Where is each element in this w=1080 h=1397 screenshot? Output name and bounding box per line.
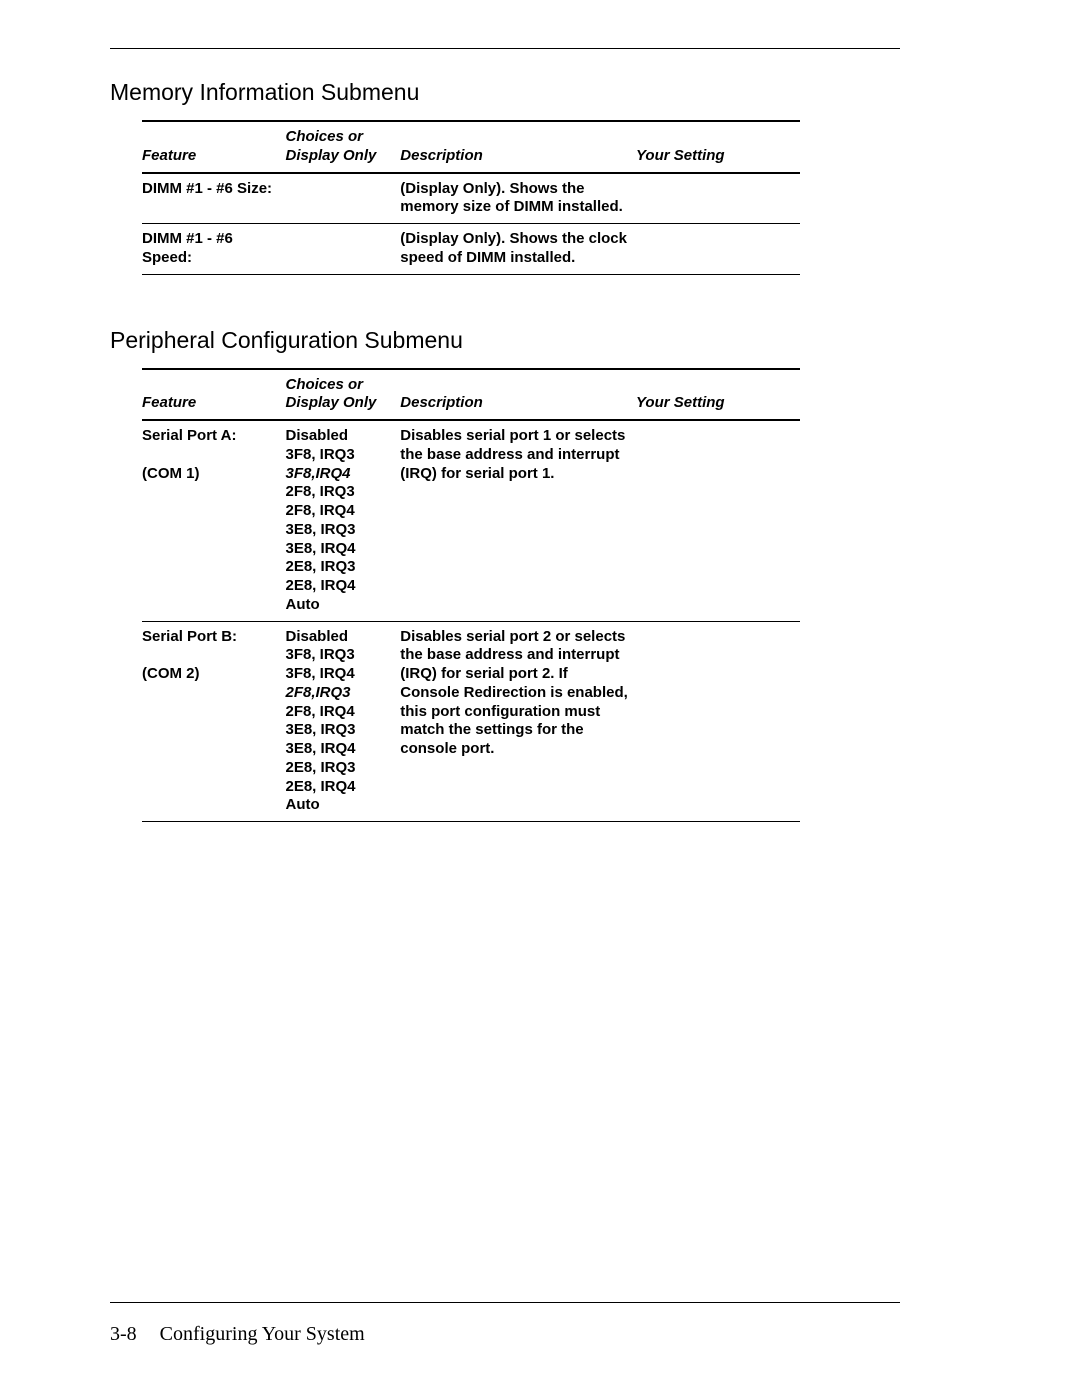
- header-choices: Choices or Display Only: [285, 369, 400, 421]
- cell-setting: [636, 224, 800, 275]
- choice-option: 2E8, IRQ4: [285, 577, 392, 596]
- choice-option: 3F8, IRQ3: [285, 446, 392, 465]
- header-description: Description: [400, 369, 636, 421]
- choice-option: 2F8, IRQ4: [285, 703, 392, 722]
- choice-option: 2E8, IRQ3: [285, 759, 392, 778]
- cell-choices: [285, 173, 400, 224]
- page-body: Memory Information Submenu Feature Choic…: [110, 48, 900, 822]
- header-setting: Your Setting: [636, 121, 800, 173]
- feature-line: (COM 1): [142, 465, 200, 482]
- feature-line: Serial Port B:: [142, 628, 237, 645]
- choice-option: 3E8, IRQ3: [285, 721, 392, 740]
- header-choices-l1: Choices or: [285, 128, 363, 145]
- header-choices: Choices or Display Only: [285, 121, 400, 173]
- cell-feature: Serial Port A: (COM 1): [142, 420, 285, 621]
- table-header-row: Feature Choices or Display Only Descript…: [142, 369, 800, 421]
- cell-description: (Display Only). Shows the clock speed of…: [400, 224, 636, 275]
- section-title-memory: Memory Information Submenu: [110, 79, 900, 106]
- page-number: 3-8: [110, 1323, 137, 1345]
- cell-description: (Display Only). Shows the memory size of…: [400, 173, 636, 224]
- choice-option: Disabled: [285, 628, 392, 647]
- page-footer: 3-8 Configuring Your System: [110, 1302, 900, 1346]
- cell-feature: DIMM #1 - #6 Speed:: [142, 224, 285, 275]
- cell-choices: Disabled 3F8, IRQ3 3F8, IRQ4 2F8,IRQ3 2F…: [285, 621, 400, 822]
- table-row: DIMM #1 - #6 Speed: (Display Only). Show…: [142, 224, 800, 275]
- choice-option: Disabled: [285, 427, 392, 446]
- header-choices-l1: Choices or: [285, 376, 363, 393]
- header-feature: Feature: [142, 121, 285, 173]
- choice-option: 3F8, IRQ4: [285, 665, 392, 684]
- section-title-peripheral: Peripheral Configuration Submenu: [110, 327, 900, 354]
- choice-option: 2F8, IRQ4: [285, 502, 392, 521]
- choice-option: 2E8, IRQ3: [285, 558, 392, 577]
- table-row: Serial Port B: (COM 2) Disabled 3F8, IRQ…: [142, 621, 800, 822]
- header-description: Description: [400, 121, 636, 173]
- memory-table: Feature Choices or Display Only Descript…: [142, 120, 800, 275]
- cell-choices: [285, 224, 400, 275]
- cell-feature: Serial Port B: (COM 2): [142, 621, 285, 822]
- cell-description: Disables serial port 1 or selects the ba…: [400, 420, 636, 621]
- section-gap: [110, 275, 900, 327]
- cell-setting: [636, 621, 800, 822]
- table-row: DIMM #1 - #6 Size: (Display Only). Shows…: [142, 173, 800, 224]
- peripheral-table: Feature Choices or Display Only Descript…: [142, 368, 800, 823]
- choice-option: 3E8, IRQ4: [285, 740, 392, 759]
- cell-setting: [636, 420, 800, 621]
- top-rule: [110, 48, 900, 49]
- cell-setting: [636, 173, 800, 224]
- cell-feature: DIMM #1 - #6 Size:: [142, 173, 285, 224]
- feature-line: Serial Port A:: [142, 427, 236, 444]
- header-setting: Your Setting: [636, 369, 800, 421]
- choice-option: 3E8, IRQ3: [285, 521, 392, 540]
- header-choices-l2: Display Only: [285, 147, 376, 164]
- choice-option-default: 3F8,IRQ4: [285, 465, 392, 484]
- choice-option: 2F8, IRQ3: [285, 483, 392, 502]
- cell-description: Disables serial port 2 or selects the ba…: [400, 621, 636, 822]
- choice-option: Auto: [285, 796, 392, 815]
- choice-option: 2E8, IRQ4: [285, 778, 392, 797]
- feature-line: (COM 2): [142, 665, 200, 682]
- cell-choices: Disabled 3F8, IRQ3 3F8,IRQ4 2F8, IRQ3 2F…: [285, 420, 400, 621]
- choice-option: Auto: [285, 596, 392, 615]
- header-feature: Feature: [142, 369, 285, 421]
- choice-option-default: 2F8,IRQ3: [285, 684, 392, 703]
- header-choices-l2: Display Only: [285, 394, 376, 411]
- footer-title: Configuring Your System: [160, 1323, 365, 1345]
- table-row: Serial Port A: (COM 1) Disabled 3F8, IRQ…: [142, 420, 800, 621]
- choice-option: 3F8, IRQ3: [285, 646, 392, 665]
- table-header-row: Feature Choices or Display Only Descript…: [142, 121, 800, 173]
- choice-option: 3E8, IRQ4: [285, 540, 392, 559]
